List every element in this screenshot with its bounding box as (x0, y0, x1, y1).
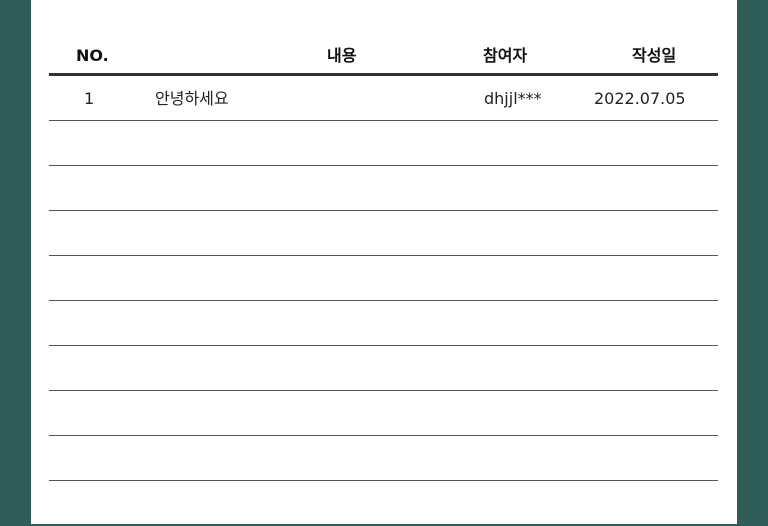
row-date: 2022.07.05 (594, 89, 686, 108)
header-no: NO. (76, 46, 109, 65)
table-row (49, 256, 718, 301)
header-date: 작성일 (632, 46, 677, 65)
table-row (49, 346, 718, 391)
header-author: 참여자 (483, 46, 528, 65)
row-number: 1 (84, 89, 95, 108)
board-table: NO. 내용 참여자 작성일 1 안녕하세요 dhjjl*** 2022.07.… (49, 30, 718, 481)
row-content-link[interactable]: 안녕하세요 (155, 89, 229, 108)
header-content: 내용 (327, 46, 357, 65)
table-row (49, 121, 718, 166)
table-row (49, 166, 718, 211)
table-row[interactable]: 1 안녕하세요 dhjjl*** 2022.07.05 (49, 76, 718, 121)
row-author: dhjjl*** (484, 89, 542, 108)
table-row (49, 301, 718, 346)
table-row (49, 391, 718, 436)
table-row (49, 211, 718, 256)
table-row (49, 436, 718, 481)
table-header: NO. 내용 참여자 작성일 (49, 30, 718, 76)
board-panel: NO. 내용 참여자 작성일 1 안녕하세요 dhjjl*** 2022.07.… (31, 0, 737, 524)
